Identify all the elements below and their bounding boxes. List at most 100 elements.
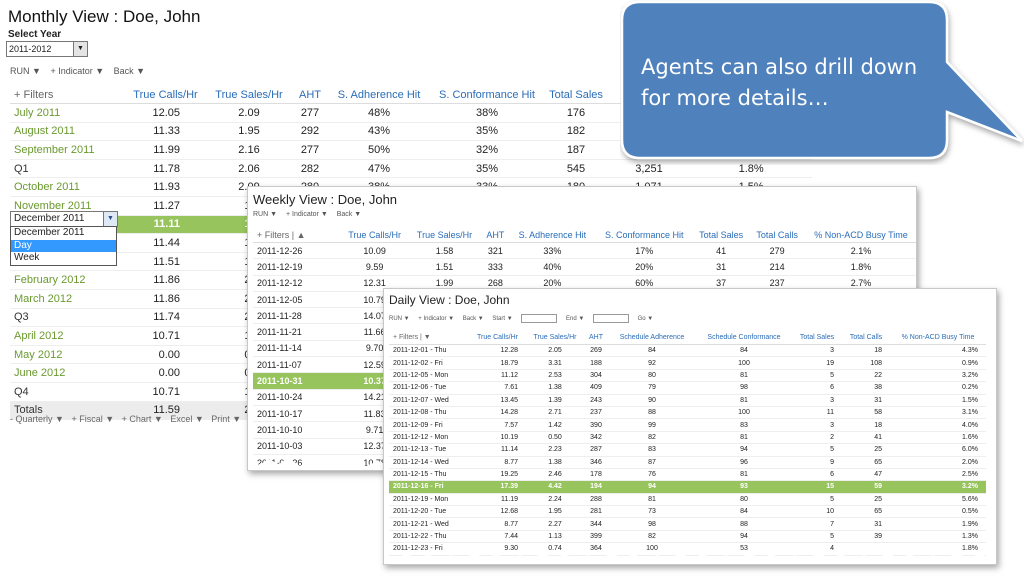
column-header[interactable]: % Non-ACD Busy Time bbox=[806, 227, 916, 243]
back-menu[interactable]: Back ▼ bbox=[336, 211, 362, 218]
row-label[interactable]: 2011-12-06 - Tue bbox=[389, 381, 469, 395]
chevron-down-icon[interactable]: ▼ bbox=[73, 42, 87, 56]
column-header[interactable]: Total Sales bbox=[544, 86, 608, 104]
column-header[interactable]: Schedule Conformance bbox=[696, 331, 792, 345]
filters-toggle[interactable]: + Filters bbox=[393, 334, 419, 341]
row-label[interactable]: 2011-10-31 bbox=[253, 372, 341, 390]
row-label[interactable]: 2011-12-20 - Tue bbox=[389, 505, 469, 519]
run-menu[interactable]: RUN ▼ bbox=[253, 211, 278, 218]
column-header[interactable]: True Calls/Hr bbox=[340, 227, 409, 243]
go-button[interactable]: Go ▼ bbox=[637, 316, 654, 323]
table-row[interactable]: 2011-12-22 - Thu 7.44 1.13 399 82 94 5 39 1.3% bbox=[389, 530, 986, 544]
dropdown-option[interactable]: Day bbox=[11, 239, 116, 252]
excel-menu[interactable]: Excel ▼ bbox=[170, 414, 204, 424]
back-menu[interactable]: Back ▼ bbox=[462, 316, 484, 323]
column-header[interactable]: % Non-ACD Busy Time bbox=[890, 331, 986, 345]
row-label[interactable]: 2011-12-02 - Fri bbox=[389, 356, 469, 370]
row-label[interactable]: November 2011 bbox=[10, 196, 125, 216]
row-label[interactable]: 2011-12-09 - Fri bbox=[389, 418, 469, 432]
row-label[interactable]: May 2012 bbox=[10, 345, 125, 365]
back-menu[interactable]: Back ▼ bbox=[113, 66, 146, 76]
row-label[interactable]: September 2011 bbox=[10, 140, 125, 160]
table-row[interactable]: 2011-12-15 - Thu 19.25 2.46 178 76 81 6 47 2.5% bbox=[389, 468, 986, 482]
table-row[interactable]: 2011-12-20 - Tue 12.68 1.95 281 73 84 10 65 0.5% bbox=[389, 505, 986, 519]
table-row[interactable]: 2011-12-12 12.31 1.99 268 20% 60% 37 237 2.7% bbox=[253, 275, 916, 292]
row-label[interactable]: 2011-10-03 bbox=[253, 438, 341, 455]
column-header[interactable]: S. Conformance Hit bbox=[594, 227, 695, 243]
row-label[interactable]: April 2012 bbox=[10, 326, 125, 346]
row-label[interactable]: 2011-10-10 bbox=[253, 421, 341, 439]
table-row[interactable]: 2011-12-05 - Mon 11.12 2.53 304 80 81 5 22 3.2% bbox=[389, 369, 986, 383]
table-row[interactable]: 2011-12-01 - Thu 12.28 2.05 269 84 84 3 18 4.3% bbox=[389, 344, 986, 358]
row-label[interactable]: 2011-10-17 bbox=[253, 405, 341, 423]
table-row[interactable]: 2011-12-23 - Fri 9.30 0.74 364 100 53 4 1.8% bbox=[389, 542, 986, 556]
row-label[interactable]: August 2011 bbox=[10, 122, 125, 142]
table-row[interactable]: 2011-12-12 - Mon 10.19 0.50 342 82 81 2 41 1.6% bbox=[389, 431, 986, 445]
column-header[interactable]: S. Adherence Hit bbox=[510, 227, 595, 243]
column-header[interactable]: Total Sales bbox=[792, 331, 842, 345]
column-header[interactable]: True Sales/Hr bbox=[408, 227, 481, 243]
row-label[interactable]: 2011-12-15 - Thu bbox=[389, 468, 469, 482]
table-row[interactable]: 2011-12-06 - Tue 7.61 1.38 409 79 98 6 38 0.2% bbox=[389, 381, 986, 395]
row-label[interactable]: 2011-12-22 - Thu bbox=[389, 530, 469, 544]
row-label[interactable]: February 2012 bbox=[10, 270, 125, 290]
indicator-menu[interactable]: + Indicator ▼ bbox=[286, 211, 328, 218]
row-label[interactable]: 2011-11-07 bbox=[253, 356, 341, 374]
row-label[interactable]: October 2011 bbox=[10, 177, 125, 197]
row-label[interactable]: 2011-11-14 bbox=[253, 340, 341, 358]
row-label[interactable]: 2011-11-21 bbox=[253, 323, 341, 341]
column-header[interactable]: AHT bbox=[292, 86, 328, 104]
row-label[interactable]: 2011-10-24 bbox=[253, 389, 341, 406]
run-menu[interactable]: RUN ▼ bbox=[389, 316, 410, 323]
row-label[interactable]: 2011-12-12 bbox=[253, 275, 341, 292]
table-row[interactable]: 2011-12-13 - Tue 11.14 2.23 287 83 94 5 25 6.0% bbox=[389, 443, 986, 457]
column-header[interactable]: True Calls/Hr bbox=[469, 331, 526, 345]
table-row[interactable]: 2011-12-19 - Mon 11.19 2.24 288 81 80 5 25 5.6% bbox=[389, 493, 986, 507]
row-label[interactable]: July 2011 bbox=[10, 103, 125, 123]
column-header[interactable]: S. Conformance Hit bbox=[430, 86, 544, 104]
table-row[interactable]: 2011-12-09 - Fri 7.57 1.42 390 99 83 3 18 4.0% bbox=[389, 418, 986, 432]
column-header[interactable]: True Sales/Hr bbox=[206, 86, 292, 104]
row-label[interactable]: 2011-12-01 - Thu bbox=[389, 344, 469, 358]
column-header[interactable]: AHT bbox=[584, 331, 608, 345]
start-date-input[interactable] bbox=[521, 314, 558, 323]
row-label[interactable]: 2011-12-08 - Thu bbox=[389, 406, 469, 420]
row-label[interactable]: 2011-12-12 - Mon bbox=[389, 431, 469, 445]
column-header[interactable]: Total Sales bbox=[694, 227, 749, 243]
column-header[interactable]: AHT bbox=[480, 227, 511, 243]
indicator-menu[interactable]: + Indicator ▼ bbox=[50, 66, 105, 76]
table-row[interactable]: 2011-12-08 - Thu 14.28 2.71 237 88 100 11 58 3.1… bbox=[389, 406, 986, 420]
column-header[interactable]: True Calls/Hr bbox=[125, 86, 206, 104]
dropdown-option[interactable]: Week bbox=[14, 252, 40, 263]
row-label[interactable]: 2011-11-28 bbox=[253, 307, 341, 325]
row-label[interactable]: 2011-12-19 - Mon bbox=[389, 493, 469, 507]
sort-icon[interactable]: | ▼ bbox=[420, 334, 431, 341]
row-label[interactable]: 2011-12-14 - Wed bbox=[389, 456, 469, 469]
table-row[interactable]: 2011-12-21 - Wed 8.77 2.27 344 98 88 7 31 1.9% bbox=[389, 517, 986, 531]
row-label[interactable]: 2011-12-19 bbox=[253, 258, 341, 276]
chevron-down-icon[interactable]: ▼ bbox=[103, 212, 117, 226]
column-header[interactable]: Schedule Adherence bbox=[608, 331, 696, 345]
year-select[interactable]: 2011-2012 ▼ bbox=[6, 41, 88, 57]
filters-toggle[interactable]: + Filters bbox=[10, 86, 125, 104]
sort-icon[interactable]: | ▲ bbox=[291, 229, 306, 240]
filters-toggle[interactable]: + Filters bbox=[257, 229, 290, 240]
row-label[interactable]: 2011-12-05 bbox=[253, 291, 341, 309]
column-header[interactable]: True Sales/Hr bbox=[526, 331, 584, 345]
indicator-menu[interactable]: + Indicator ▼ bbox=[418, 316, 455, 323]
table-row[interactable]: 2011-12-02 - Fri 18.79 3.31 188 92 100 19 108 0.… bbox=[389, 356, 986, 370]
row-label[interactable]: 2011-12-07 - Wed bbox=[389, 394, 469, 407]
column-header[interactable]: Total Calls bbox=[748, 227, 807, 243]
table-row[interactable]: 2011-12-07 - Wed 13.45 1.39 243 90 81 3 31 1.5% bbox=[389, 394, 986, 407]
table-row[interactable]: 2011-12-19 9.59 1.51 333 40% 20% 31 214 1.8% bbox=[253, 258, 916, 276]
run-menu[interactable]: RUN ▼ bbox=[10, 66, 41, 76]
table-row[interactable]: 2011-12-26 10.09 1.58 321 33% 17% 41 279 2.1% bbox=[253, 242, 916, 260]
row-label[interactable]: 2011-12-21 - Wed bbox=[389, 517, 469, 531]
column-header[interactable]: S. Adherence Hit bbox=[328, 86, 430, 104]
drilldown-select[interactable]: December 2011 ▼ bbox=[10, 211, 118, 227]
row-label[interactable]: 2011-12-13 - Tue bbox=[389, 443, 469, 457]
row-label[interactable]: 2011-12-26 bbox=[253, 242, 341, 260]
row-label[interactable]: 2011-12-05 - Mon bbox=[389, 369, 469, 383]
dropdown-option[interactable]: December 2011 bbox=[14, 227, 85, 238]
column-header[interactable]: Total Calls bbox=[842, 331, 890, 345]
